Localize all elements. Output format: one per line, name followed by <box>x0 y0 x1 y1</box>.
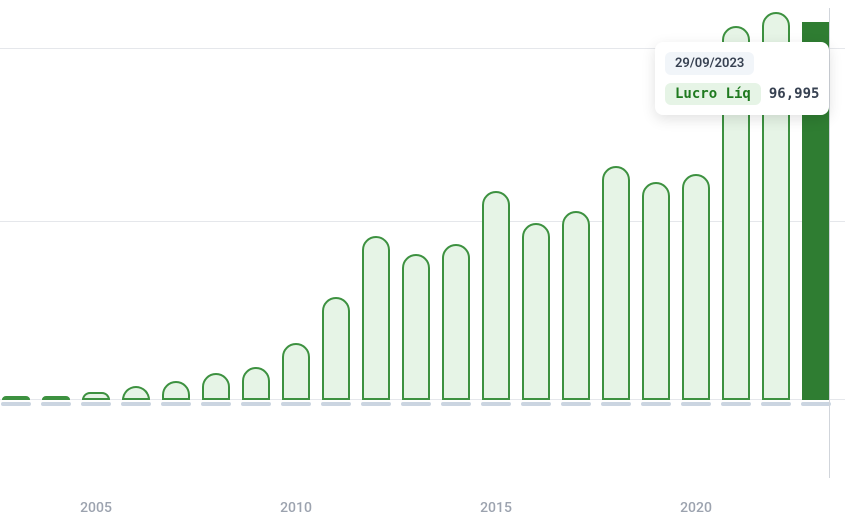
x-axis-label: 2010 <box>280 500 312 516</box>
tooltip: 29/09/2023 Lucro Líq 96,995 <box>655 42 829 115</box>
gridline <box>0 221 845 222</box>
zero-dash <box>601 402 631 406</box>
bar[interactable] <box>402 254 430 400</box>
tooltip-date: 29/09/2023 <box>665 52 754 75</box>
tooltip-row: Lucro Líq 96,995 <box>665 83 819 105</box>
zero-dash <box>1 402 31 406</box>
chart-container: 2005 2010 2015 2020 29/09/2023 Lucro Líq 96… <box>0 0 845 526</box>
bar[interactable] <box>282 343 310 400</box>
bar[interactable] <box>522 223 550 400</box>
zero-dash <box>361 402 391 406</box>
bar[interactable] <box>562 211 590 400</box>
bar[interactable] <box>442 244 470 400</box>
bar[interactable] <box>82 392 110 400</box>
zero-dash <box>321 402 351 406</box>
zero-dash <box>161 402 191 406</box>
zero-dash <box>521 402 551 406</box>
zero-dash <box>721 402 751 406</box>
zero-dash <box>761 402 791 406</box>
zero-dash <box>201 402 231 406</box>
zero-dash <box>681 402 711 406</box>
zero-dash <box>481 402 511 406</box>
bar[interactable] <box>482 191 510 400</box>
bar[interactable] <box>162 381 190 401</box>
tooltip-value: 96,995 <box>769 86 820 102</box>
bar[interactable] <box>362 236 390 400</box>
x-axis-label: 2015 <box>480 500 512 516</box>
bar[interactable] <box>682 174 710 400</box>
x-axis-label: 2020 <box>680 500 712 516</box>
x-axis-label: 2005 <box>80 500 112 516</box>
bar[interactable] <box>322 297 350 400</box>
zero-dash <box>561 402 591 406</box>
bar[interactable] <box>602 166 630 400</box>
bar[interactable] <box>42 396 70 400</box>
bar[interactable] <box>202 373 230 400</box>
zero-dash <box>801 402 831 406</box>
zero-dash <box>281 402 311 406</box>
zero-dash <box>121 402 151 406</box>
bar[interactable] <box>122 386 150 400</box>
bar[interactable] <box>642 182 670 400</box>
zero-dash <box>401 402 431 406</box>
bar[interactable] <box>2 396 30 400</box>
zero-dash <box>241 402 271 406</box>
tooltip-series-label: Lucro Líq <box>665 83 761 105</box>
hover-marker <box>829 8 830 478</box>
zero-dash <box>641 402 671 406</box>
zero-dash <box>441 402 471 406</box>
zero-dash <box>41 402 71 406</box>
bar[interactable] <box>242 367 270 400</box>
zero-dash <box>81 402 111 406</box>
